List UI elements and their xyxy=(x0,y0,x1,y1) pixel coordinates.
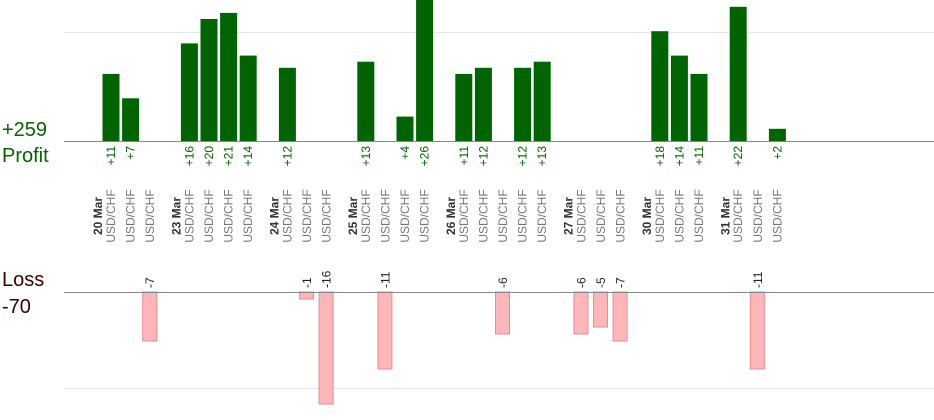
profit-bar xyxy=(416,0,434,142)
profit-value-label: +20 xyxy=(202,146,216,167)
symbol-label: USD/CHF xyxy=(574,189,588,242)
loss-value-label: -5 xyxy=(594,277,608,288)
profit-value-label: +13 xyxy=(359,146,373,167)
profit-value-label: +7 xyxy=(124,146,138,160)
loss-value-label: -11 xyxy=(378,271,392,288)
symbol-label: USD/CHF xyxy=(751,189,765,242)
profit-bar xyxy=(278,67,296,141)
profit-value-label: +16 xyxy=(182,146,196,167)
profit-bar xyxy=(474,67,492,141)
profit-value-label: +13 xyxy=(535,146,549,167)
symbol-label: USD/CHF xyxy=(104,189,118,242)
loss-bar xyxy=(318,291,334,405)
profit-bar xyxy=(180,43,198,141)
profit-value-label: +12 xyxy=(280,146,294,167)
symbol-label: USD/CHF xyxy=(457,189,471,242)
profit-bar xyxy=(533,61,551,142)
loss-bar xyxy=(573,291,589,335)
profit-bar xyxy=(239,55,257,141)
date-label: 20 Mar xyxy=(91,197,105,235)
date-label: 24 Mar xyxy=(268,197,282,235)
date-label: 31 Mar xyxy=(718,197,732,235)
profit-value-label: +2 xyxy=(770,146,784,160)
symbol-label: USD/CHF xyxy=(241,189,255,242)
loss-value-label: -6 xyxy=(496,277,510,288)
symbol-label: USD/CHF xyxy=(731,189,745,242)
symbol-label: USD/CHF xyxy=(182,189,196,242)
symbol-label: USD/CHF xyxy=(594,189,608,242)
profit-bar xyxy=(122,98,140,141)
loss-bar xyxy=(142,291,158,342)
symbol-label: USD/CHF xyxy=(418,189,432,242)
profit-value-label: +11 xyxy=(457,146,471,166)
loss-bar xyxy=(495,291,510,335)
profit-value-label: +12 xyxy=(476,146,490,167)
symbol-label: USD/CHF xyxy=(672,189,686,242)
symbol-label: USD/CHF xyxy=(222,189,236,242)
symbol-label: USD/CHF xyxy=(202,189,216,242)
profit-value-label: +18 xyxy=(653,146,667,167)
loss-label: Loss xyxy=(2,269,45,291)
loss-bar xyxy=(612,291,628,342)
symbol-label: USD/CHF xyxy=(398,189,412,242)
symbol-label: USD/CHF xyxy=(653,189,667,242)
date-label: 23 Mar xyxy=(170,197,184,235)
symbol-label: USD/CHF xyxy=(496,189,510,242)
symbol-label: USD/CHF xyxy=(516,189,530,242)
profit-bar xyxy=(768,128,786,141)
symbol-label: USD/CHF xyxy=(476,189,490,242)
profit-bar xyxy=(220,12,238,142)
profit-value-label: +11 xyxy=(692,146,706,166)
symbol-label: USD/CHF xyxy=(692,189,706,242)
profit-bar xyxy=(514,67,532,141)
profit-value-label: +26 xyxy=(418,146,432,167)
profit-value-label: +22 xyxy=(731,146,745,167)
profit-value-label: +11 xyxy=(104,146,118,166)
date-label: 26 Mar xyxy=(444,197,458,235)
loss-bar xyxy=(749,291,765,370)
profit-value-label: +14 xyxy=(672,146,686,167)
profit-bar xyxy=(729,6,747,141)
profit-bar xyxy=(455,73,473,141)
profit-bar xyxy=(670,55,688,141)
date-label: 27 Mar xyxy=(562,197,576,235)
symbol-label: USD/CHF xyxy=(280,189,294,242)
profit-bar xyxy=(200,19,218,141)
loss-value-label: -7 xyxy=(614,277,628,288)
profit-value-label: +4 xyxy=(398,146,412,160)
symbol-label: USD/CHF xyxy=(359,189,373,242)
loss-value-label: -6 xyxy=(574,277,588,288)
profit-value-label: +14 xyxy=(241,146,255,167)
profit-value-label: +12 xyxy=(516,146,530,167)
symbol-label: USD/CHF xyxy=(143,189,157,242)
profit-value-label: +21 xyxy=(222,146,236,167)
loss-value-label: -1 xyxy=(300,277,314,288)
date-label: 30 Mar xyxy=(640,197,654,235)
symbol-label: USD/CHF xyxy=(535,189,549,242)
profit-bar xyxy=(102,73,120,141)
symbol-label: USD/CHF xyxy=(770,189,784,242)
profit-bar xyxy=(651,31,669,142)
profit-bar xyxy=(690,73,708,141)
loss-bar xyxy=(377,291,393,370)
loss-bar xyxy=(299,291,314,300)
loss-total: -70 xyxy=(2,296,31,318)
profit-label: Profit xyxy=(2,145,49,167)
symbol-label: USD/CHF xyxy=(124,189,138,242)
symbol-label: USD/CHF xyxy=(378,189,392,242)
loss-value-label: -16 xyxy=(320,270,334,288)
loss-value-label: -7 xyxy=(143,277,157,288)
symbol-label: USD/CHF xyxy=(320,189,334,242)
date-label: 25 Mar xyxy=(346,197,360,235)
profit-bar xyxy=(396,116,414,141)
profit-bar xyxy=(357,61,375,142)
symbol-label: USD/CHF xyxy=(614,189,628,242)
symbol-label: USD/CHF xyxy=(300,189,314,242)
loss-value-label: -11 xyxy=(751,271,765,288)
loss-bar xyxy=(593,291,608,328)
profit-total: +259 xyxy=(2,119,48,141)
